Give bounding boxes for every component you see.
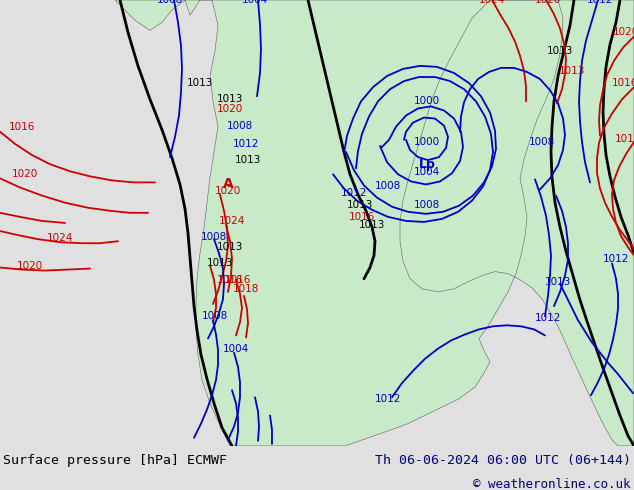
Text: 1013: 1013 [359, 220, 385, 230]
Text: 1016: 1016 [612, 78, 634, 88]
Text: 1008: 1008 [202, 311, 228, 321]
Text: 1013: 1013 [217, 94, 243, 104]
Text: 1000: 1000 [414, 97, 440, 106]
Text: 1016: 1016 [217, 275, 243, 285]
Text: 1008: 1008 [227, 121, 253, 131]
Text: 1013: 1013 [559, 66, 585, 76]
Text: 1013: 1013 [615, 134, 634, 144]
Text: 1004: 1004 [223, 343, 249, 354]
Text: 1008: 1008 [157, 0, 183, 5]
Text: 1013: 1013 [235, 155, 261, 165]
Text: 1008: 1008 [375, 181, 401, 192]
Text: 1008: 1008 [529, 137, 555, 147]
Text: 1024: 1024 [479, 0, 505, 5]
Text: 1004: 1004 [414, 167, 440, 177]
Text: © weatheronline.co.uk: © weatheronline.co.uk [474, 478, 631, 490]
Text: 1016: 1016 [349, 212, 375, 222]
Text: 1020: 1020 [535, 0, 561, 5]
Text: 1012: 1012 [603, 254, 629, 265]
Text: 1016: 1016 [225, 275, 251, 285]
Text: 1020: 1020 [12, 170, 38, 179]
Text: Surface pressure [hPa] ECMWF: Surface pressure [hPa] ECMWF [3, 454, 227, 467]
Text: 1012: 1012 [375, 394, 401, 404]
Text: 1012: 1012 [341, 188, 367, 197]
Text: 1012: 1012 [587, 0, 613, 5]
Text: 1016: 1016 [9, 122, 36, 132]
Text: Lp: Lp [418, 158, 436, 171]
Text: Th 06-06-2024 06:00 UTC (06+144): Th 06-06-2024 06:00 UTC (06+144) [375, 454, 631, 467]
Text: 1020: 1020 [613, 27, 634, 37]
Text: 1020: 1020 [17, 261, 43, 270]
Text: 1008: 1008 [201, 232, 227, 242]
Text: 1008: 1008 [414, 200, 440, 210]
Text: 1013: 1013 [207, 259, 233, 269]
Text: 1024: 1024 [219, 216, 245, 226]
Text: 1018: 1018 [233, 284, 259, 294]
Text: 1013: 1013 [187, 78, 213, 88]
Text: A: A [223, 177, 233, 192]
Text: 1012: 1012 [233, 139, 259, 149]
Text: 1020: 1020 [217, 104, 243, 115]
Text: 1013: 1013 [545, 277, 571, 287]
Text: 1012: 1012 [535, 313, 561, 323]
Text: 1024: 1024 [47, 233, 73, 243]
Text: 1013: 1013 [347, 200, 373, 210]
Text: 1020: 1020 [215, 186, 241, 196]
Text: 1013: 1013 [547, 46, 573, 56]
Text: 1013: 1013 [217, 242, 243, 252]
Text: 1000: 1000 [414, 137, 440, 147]
Polygon shape [115, 0, 634, 446]
Text: 1004: 1004 [242, 0, 268, 5]
